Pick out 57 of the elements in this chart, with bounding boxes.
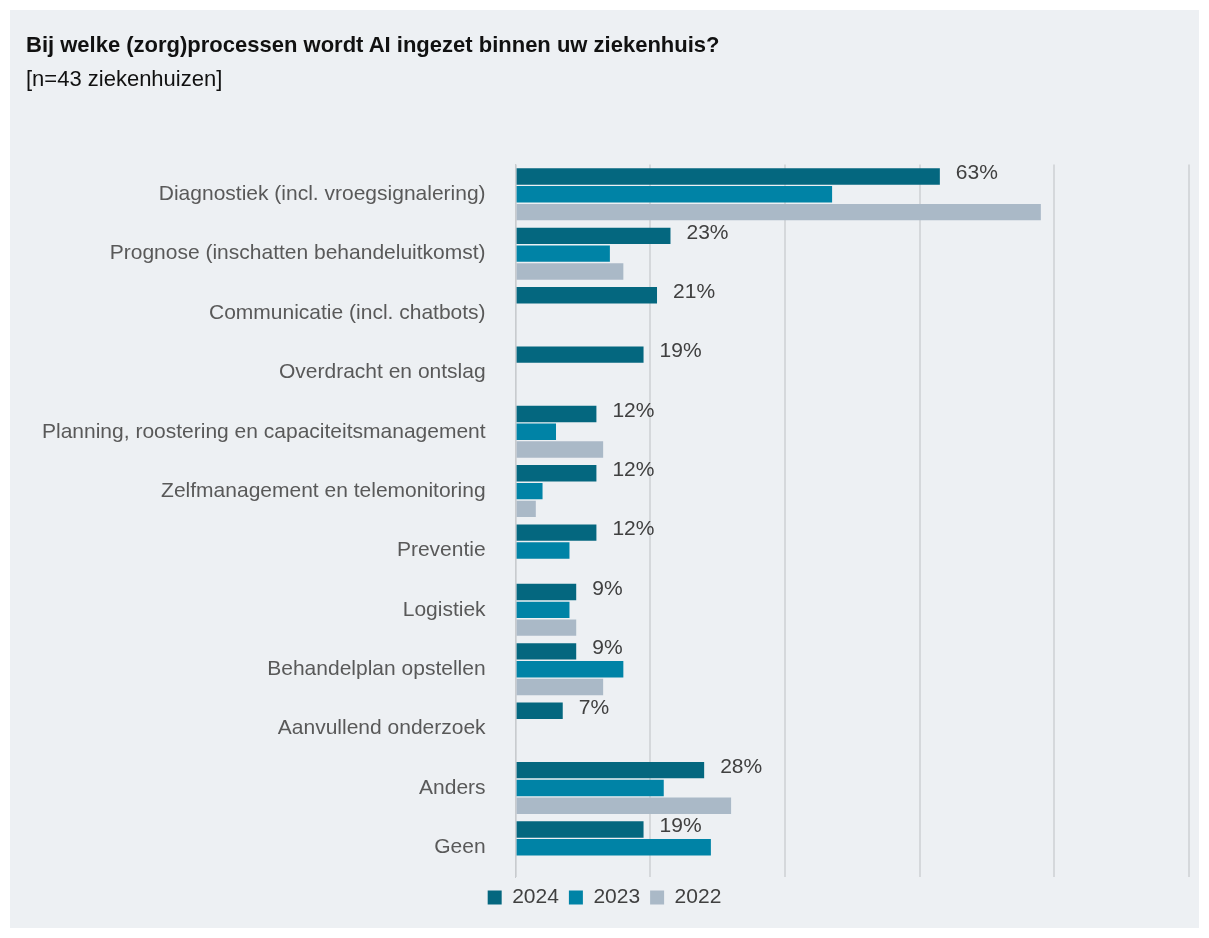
- legend-label: 2024: [512, 884, 560, 908]
- bar: [516, 643, 577, 660]
- y-tick-label: Logistiek: [402, 596, 487, 620]
- bar: [516, 186, 833, 203]
- legend-label: 2022: [674, 884, 722, 908]
- bar: [516, 821, 644, 838]
- bar: [516, 346, 644, 363]
- y-tick-label: Prognose (inschatten behandeluitkomst): [109, 240, 486, 264]
- y-tick-label: Diagnostiek (incl. vroegsignalering): [158, 181, 486, 205]
- bar: [516, 465, 597, 482]
- data-label: 23%: [686, 219, 729, 243]
- data-label: 7%: [578, 694, 610, 718]
- data-label: 19%: [659, 338, 702, 362]
- bar: [516, 405, 597, 423]
- bar: [516, 839, 711, 856]
- bar: [516, 245, 610, 262]
- bar: [516, 761, 705, 779]
- bar: [516, 482, 543, 500]
- legend-label: 2023: [593, 884, 641, 908]
- data-label: 21%: [673, 279, 716, 302]
- bar: [516, 287, 658, 304]
- data-label: 28%: [720, 753, 763, 777]
- bar: [516, 619, 577, 636]
- bar: [516, 168, 940, 185]
- data-label: 63%: [955, 160, 998, 184]
- bar: [516, 583, 577, 601]
- y-tick-label: Anders: [419, 774, 486, 798]
- bar: [516, 263, 624, 280]
- data-label: 12%: [612, 516, 655, 540]
- chart-title: Bij welke (zorg)processen wordt AI ingezet binnen uw ziekenhuis?: [26, 32, 720, 58]
- data-label: 9%: [592, 635, 623, 659]
- data-label: 12%: [612, 397, 655, 421]
- data-label: 19%: [659, 813, 702, 837]
- bar: [516, 661, 624, 678]
- data-label: 9%: [592, 575, 623, 599]
- data-label: 12%: [612, 457, 655, 481]
- bar: [516, 797, 732, 814]
- y-tick-label: Communicatie (incl. chatbots): [209, 299, 486, 323]
- bar: [516, 227, 671, 245]
- bar: [516, 500, 536, 518]
- y-tick-label: Behandelplan opstellen: [267, 656, 486, 680]
- bar: [516, 678, 604, 696]
- bar: [516, 779, 664, 797]
- bar: [516, 702, 563, 719]
- bar: [516, 203, 1041, 221]
- bar: [516, 524, 597, 541]
- bar: [516, 423, 557, 440]
- y-tick-label: Overdracht en ontslag: [278, 359, 486, 383]
- bar: [516, 441, 604, 458]
- y-tick-label: Geen: [434, 834, 486, 858]
- y-tick-label: Preventie: [396, 537, 486, 561]
- y-tick-label: Aanvullend onderzoek: [277, 715, 487, 739]
- bar: [516, 601, 570, 619]
- y-tick-label: Zelfmanagement en telemonitoring: [161, 477, 486, 501]
- bar: [516, 542, 570, 559]
- y-tick-label: Planning, roostering en capaciteitsmanagement: [42, 418, 486, 442]
- text: [n=43 ziekenhuizen]: [26, 66, 223, 92]
